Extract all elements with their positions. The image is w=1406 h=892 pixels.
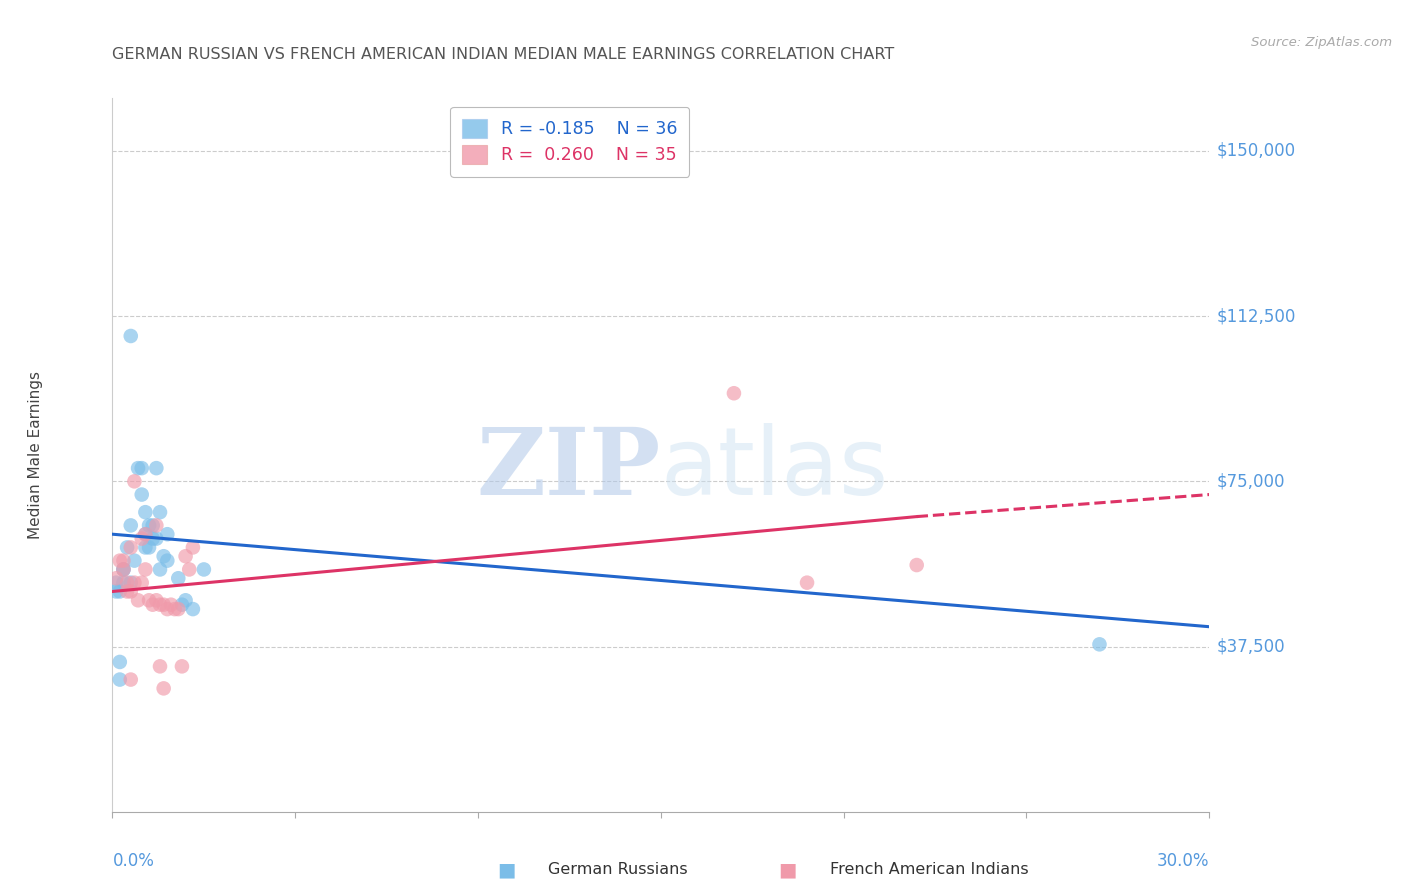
Point bbox=[170, 659, 193, 673]
Point bbox=[149, 659, 172, 673]
Text: $37,500: $37,500 bbox=[1216, 638, 1285, 656]
Point bbox=[1088, 637, 1111, 651]
Point bbox=[112, 554, 135, 568]
Point bbox=[120, 673, 142, 687]
Point bbox=[179, 562, 201, 576]
Text: French American Indians: French American Indians bbox=[830, 863, 1028, 877]
Point bbox=[174, 549, 197, 564]
Point bbox=[142, 532, 165, 546]
Point bbox=[115, 541, 138, 555]
Point bbox=[163, 602, 186, 616]
Point bbox=[124, 475, 146, 489]
Point bbox=[134, 541, 156, 555]
Point bbox=[108, 584, 131, 599]
Text: ■: ■ bbox=[496, 860, 516, 880]
Point bbox=[105, 575, 128, 590]
Point bbox=[124, 575, 146, 590]
Point bbox=[112, 562, 135, 576]
Point bbox=[156, 527, 179, 541]
Point bbox=[193, 562, 215, 576]
Point bbox=[160, 598, 183, 612]
Text: atlas: atlas bbox=[661, 423, 889, 516]
Text: 0.0%: 0.0% bbox=[112, 852, 155, 870]
Point bbox=[796, 575, 818, 590]
Point bbox=[149, 505, 172, 519]
Text: Median Male Earnings: Median Male Earnings bbox=[28, 371, 42, 539]
Point bbox=[152, 549, 174, 564]
Point bbox=[127, 593, 149, 607]
Point bbox=[120, 518, 142, 533]
Point bbox=[120, 575, 142, 590]
Point bbox=[115, 584, 138, 599]
Point bbox=[108, 673, 131, 687]
Point bbox=[170, 598, 193, 612]
Point bbox=[145, 532, 167, 546]
Point bbox=[145, 518, 167, 533]
Point bbox=[131, 532, 153, 546]
Point bbox=[120, 584, 142, 599]
Point bbox=[181, 602, 204, 616]
Point bbox=[167, 571, 190, 585]
Point bbox=[127, 461, 149, 475]
Point bbox=[120, 329, 142, 343]
Text: ZIP: ZIP bbox=[477, 425, 661, 514]
Point bbox=[112, 575, 135, 590]
Point bbox=[138, 593, 160, 607]
Point bbox=[167, 602, 190, 616]
Text: $150,000: $150,000 bbox=[1216, 142, 1295, 160]
Point bbox=[156, 602, 179, 616]
Point bbox=[149, 562, 172, 576]
Text: GERMAN RUSSIAN VS FRENCH AMERICAN INDIAN MEDIAN MALE EARNINGS CORRELATION CHART: GERMAN RUSSIAN VS FRENCH AMERICAN INDIAN… bbox=[112, 47, 894, 62]
Point bbox=[149, 598, 172, 612]
Point bbox=[723, 386, 745, 401]
Point bbox=[105, 571, 128, 585]
Point bbox=[134, 527, 156, 541]
Text: $112,500: $112,500 bbox=[1216, 307, 1295, 326]
Point bbox=[152, 598, 174, 612]
Text: German Russians: German Russians bbox=[548, 863, 688, 877]
Point bbox=[142, 598, 165, 612]
Text: 30.0%: 30.0% bbox=[1157, 852, 1209, 870]
Point bbox=[138, 541, 160, 555]
Text: $75,000: $75,000 bbox=[1216, 473, 1285, 491]
Point bbox=[124, 554, 146, 568]
Point bbox=[115, 575, 138, 590]
Point bbox=[131, 487, 153, 501]
Point bbox=[145, 461, 167, 475]
Legend: R = -0.185    N = 36, R =  0.260    N = 35: R = -0.185 N = 36, R = 0.260 N = 35 bbox=[450, 107, 689, 177]
Point bbox=[112, 562, 135, 576]
Point bbox=[181, 541, 204, 555]
Point bbox=[174, 593, 197, 607]
Point bbox=[142, 518, 165, 533]
Point bbox=[120, 541, 142, 555]
Point bbox=[905, 558, 928, 572]
Text: Source: ZipAtlas.com: Source: ZipAtlas.com bbox=[1251, 36, 1392, 49]
Point bbox=[131, 575, 153, 590]
Point bbox=[156, 554, 179, 568]
Point bbox=[134, 527, 156, 541]
Point bbox=[131, 461, 153, 475]
Point bbox=[108, 554, 131, 568]
Point bbox=[134, 505, 156, 519]
Point bbox=[105, 584, 128, 599]
Point bbox=[138, 518, 160, 533]
Point bbox=[134, 562, 156, 576]
Point bbox=[112, 562, 135, 576]
Text: ■: ■ bbox=[778, 860, 797, 880]
Point bbox=[152, 681, 174, 696]
Point bbox=[108, 655, 131, 669]
Point bbox=[145, 593, 167, 607]
